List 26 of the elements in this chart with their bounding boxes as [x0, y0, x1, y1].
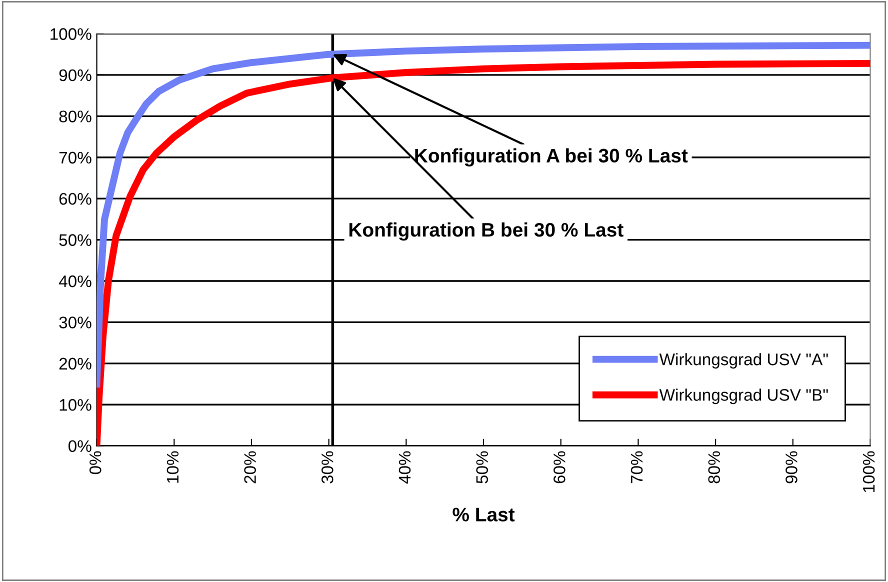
x-tick-label: 60% — [554, 451, 566, 484]
x-tick-label: 50% — [476, 451, 488, 484]
y-tick-label: 70% — [59, 152, 92, 164]
y-tick-label: 50% — [59, 234, 92, 246]
annotation: Konfiguration A bei 30 % Last — [415, 148, 688, 166]
y-tick-label: 0% — [68, 440, 92, 452]
x-tick-label: 10% — [166, 451, 179, 483]
x-axis-title: % Last — [452, 508, 515, 522]
y-tick-label: 20% — [59, 358, 92, 370]
x-tick-label: 30% — [322, 451, 334, 484]
x-tick-label: 90% — [786, 451, 798, 484]
x-tick-label: 100% — [862, 451, 875, 492]
legend-label: Wirkungsgrad USV "B" — [659, 388, 828, 404]
y-tick-label: 100% — [50, 28, 92, 40]
legend-label: Wirkungsgrad USV "A" — [659, 353, 828, 369]
y-tick-label: 10% — [60, 399, 92, 411]
y-tick-label: 80% — [59, 110, 92, 122]
x-tick-label: 20% — [244, 451, 256, 484]
y-tick-label: 30% — [59, 316, 92, 328]
x-tick-label: 70% — [630, 451, 643, 484]
y-tick-label: 90% — [59, 69, 92, 82]
annotation: Konfiguration B bei 30 % Last — [349, 222, 624, 241]
y-tick-label: 60% — [59, 192, 92, 205]
y-tick-label: 40% — [58, 275, 92, 288]
x-tick-label: 40% — [398, 451, 411, 484]
x-tick-label: 80% — [708, 451, 720, 484]
